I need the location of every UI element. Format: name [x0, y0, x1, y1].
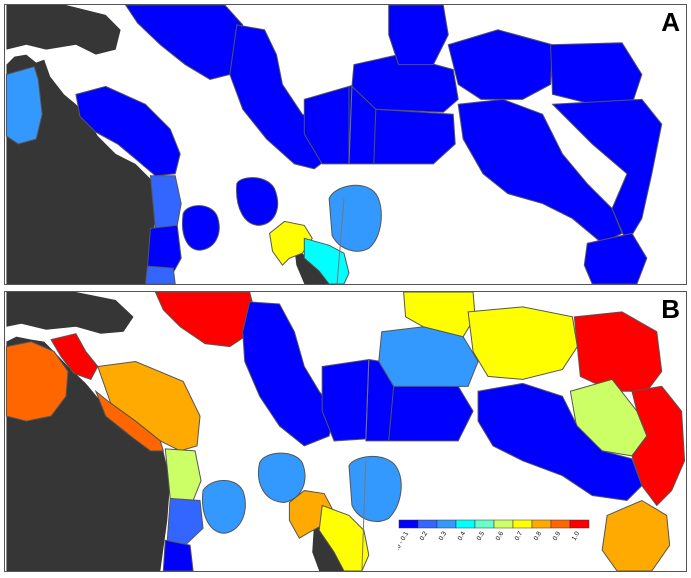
- legend-tick-label: 0.4: [457, 530, 468, 542]
- legend-tick-label: 0.3: [438, 530, 449, 542]
- zone-coral-sea: [75, 85, 181, 177]
- zone-b-samoa-south: [477, 382, 643, 502]
- zone-b-kermadec: [348, 455, 402, 522]
- legend-tick-label: 0.2: [419, 530, 430, 542]
- zone-b-nsw-north: [164, 448, 202, 502]
- zone-french-polynesia: [551, 98, 663, 245]
- legend-swatch: [531, 519, 552, 529]
- legend-tick-label: 1.0: [571, 530, 582, 542]
- zone-b-png-east: [154, 292, 256, 348]
- zone-lord-howe: [182, 205, 220, 251]
- zone-b-lord-howe: [201, 480, 246, 534]
- zone-cook-north: [550, 42, 643, 105]
- legend-swatch: [436, 519, 457, 529]
- zone-b-nsw-south: [166, 497, 204, 546]
- zone-b-solomon: [242, 301, 335, 447]
- legend-tick-label: 0.6: [495, 530, 506, 542]
- zone-tasman-east: [146, 224, 182, 279]
- zone-b-torres: [50, 333, 99, 380]
- map-panel-a: A: [4, 4, 687, 285]
- zone-tonga-west: [373, 108, 456, 165]
- zone-b-french-polynesia: [631, 385, 686, 507]
- zone-b-norfolk: [258, 452, 306, 503]
- zone-nsw: [149, 175, 182, 229]
- legend-svg: 0.0 - 0.1 0.2 0.3 0.4 0.5 0.6 0.7 0.8 0.9 1.0: [392, 519, 590, 555]
- zone-norfolk: [236, 177, 279, 226]
- zone-austral: [583, 232, 648, 284]
- map-a-svg: [5, 5, 663, 284]
- panel-b-label: B: [661, 294, 680, 324]
- new-guinea-landmass-b: [6, 292, 134, 334]
- zone-b-qld-coast: [94, 389, 164, 452]
- zone-tokelau: [447, 29, 554, 100]
- new-guinea-landmass: [6, 5, 121, 55]
- new-zealand-landmass-b: [312, 520, 345, 571]
- zone-b-tokelau: [467, 306, 578, 380]
- legend-tick-label: 0.5: [476, 530, 487, 542]
- panel-a-label: A: [661, 7, 680, 37]
- zone-kermadec: [328, 184, 382, 252]
- legend-swatch: [512, 519, 533, 529]
- map-panel-b: B: [4, 291, 687, 572]
- zone-b-queensland-north: [5, 341, 69, 422]
- zone-nsw-south: [144, 265, 176, 284]
- legend-tick-label: 0.9: [552, 530, 563, 542]
- legend-tick-label: 0.0 - 0.1: [398, 530, 410, 554]
- zone-queensland-north: [5, 65, 43, 145]
- legend-swatch: [569, 519, 590, 529]
- zone-b-tonga: [388, 385, 474, 442]
- color-legend: 0.0 - 0.1 0.2 0.3 0.4 0.5 0.6 0.7 0.8 0.9 1.0: [392, 519, 590, 573]
- zone-nz-north: [269, 220, 313, 266]
- zone-b-vanuatu: [321, 358, 373, 442]
- map-b-svg: [5, 292, 686, 571]
- legend-swatch: [550, 519, 571, 529]
- legend-swatch: [398, 519, 419, 529]
- zone-b-nz-northeast: [318, 504, 370, 571]
- zone-b-nsw-far-south: [162, 539, 194, 571]
- legend-tick-label: 0.7: [514, 530, 525, 542]
- zone-kiribati-west: [388, 5, 449, 66]
- zone-b-austral: [601, 499, 671, 571]
- zone-png-east: [124, 5, 244, 80]
- legend-swatch: [455, 519, 476, 529]
- zone-b-cook-north: [573, 311, 663, 392]
- legend-swatch: [493, 519, 514, 529]
- legend-tick-label: 0.8: [533, 530, 544, 542]
- australia-landmass: [6, 54, 156, 284]
- legend-swatch: [417, 519, 438, 529]
- legend-swatch: [474, 519, 495, 529]
- zone-b-kiribati: [403, 292, 476, 338]
